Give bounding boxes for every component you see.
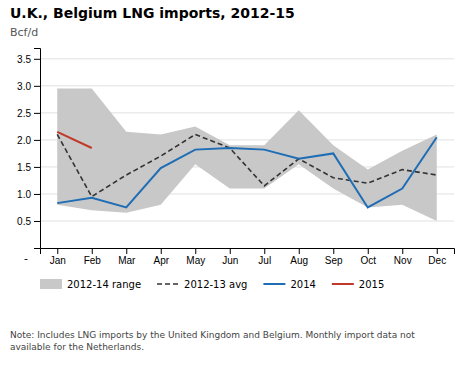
legend-swatch xyxy=(157,283,179,285)
x-tick-mark xyxy=(195,248,196,254)
y-tick: 1.5 xyxy=(17,162,40,173)
x-tick-label: Oct xyxy=(360,255,376,266)
y-tick-mark xyxy=(34,113,40,114)
x-tick-label: Jan xyxy=(50,255,66,266)
x-tick: Mar xyxy=(118,248,136,266)
grid xyxy=(40,59,454,221)
x-tick: Jun xyxy=(222,248,238,266)
x-tick: Apr xyxy=(153,248,169,266)
grid-line xyxy=(40,58,454,59)
x-tick: Jul xyxy=(258,248,271,266)
x-tick-label: Jul xyxy=(258,255,271,266)
y-tick-mark xyxy=(34,194,40,195)
marks xyxy=(57,89,437,221)
y-tick-mark xyxy=(34,167,40,168)
x-tick-mark xyxy=(264,248,265,254)
x-tick: Aug xyxy=(290,248,308,266)
x-tick-label: Sep xyxy=(325,255,343,266)
x-tick-mark xyxy=(402,248,403,254)
y-tick: 3.5 xyxy=(17,54,40,65)
x-tick-label: Mar xyxy=(118,255,136,266)
x-tick: May xyxy=(186,248,205,266)
chart: U.K., Belgium LNG imports, 2012-15 Bcf/d J… xyxy=(0,0,468,366)
x-tick: Feb xyxy=(84,248,102,266)
x-tick-mark xyxy=(57,248,58,254)
legend-item: 2012-14 range xyxy=(40,279,141,290)
y-tick: 1.0 xyxy=(17,189,40,200)
y-tick-label: 3.0 xyxy=(17,81,31,92)
x-tick-mark xyxy=(368,248,369,254)
legend-label: 2014 xyxy=(290,279,315,290)
range-area xyxy=(57,89,437,221)
x-tick-label: Aug xyxy=(290,255,308,266)
y-tick-label: 2.0 xyxy=(17,135,31,146)
x-tick: Sep xyxy=(325,248,343,266)
x-tick-mark xyxy=(161,248,162,254)
x-tick: Dec xyxy=(428,248,446,266)
annotation: - xyxy=(24,252,28,265)
x-tick-label: Jun xyxy=(222,255,238,266)
note: Note: Includes LNG imports by the United… xyxy=(10,330,415,352)
y-tick-mark xyxy=(34,86,40,87)
legend-swatch xyxy=(332,283,354,285)
plot: Jan Feb Mar Apr May Jun Jul Aug Sep Oct Nov Dec 0.5 1… xyxy=(17,49,454,267)
grid-line xyxy=(40,85,454,86)
y-tick-mark xyxy=(34,59,40,60)
y-axis-line xyxy=(34,49,41,249)
x-tick-mark xyxy=(437,248,438,254)
legend-label: 2015 xyxy=(359,279,384,290)
x-tick-label: Nov xyxy=(394,255,412,266)
x-tick-mark xyxy=(92,248,93,254)
series-line xyxy=(57,132,92,148)
legend-label: 2012-14 range xyxy=(67,279,141,290)
legend-item: 2015 xyxy=(332,279,384,290)
legend-item: 2012-13 avg xyxy=(157,279,247,290)
y-tick-label: 1.5 xyxy=(17,162,31,173)
legend-label: 2012-13 avg xyxy=(184,279,247,290)
y-tick-label: 0.5 xyxy=(17,216,31,227)
x-tick-mark xyxy=(230,248,231,254)
y-axis-label: Bcf/d xyxy=(10,26,38,39)
series-line xyxy=(57,134,437,196)
y-tick: 0.5 xyxy=(17,216,40,227)
x-tick-mark xyxy=(299,248,300,254)
legend-swatch xyxy=(263,283,285,285)
y-tick: 2.5 xyxy=(17,108,40,119)
x-tick-mark xyxy=(126,248,127,254)
y-tick: 3.0 xyxy=(17,81,40,92)
y-tick-label: 3.5 xyxy=(17,54,31,65)
series-line xyxy=(57,137,437,207)
x-axis-line xyxy=(41,249,455,255)
y-tick-mark xyxy=(34,221,40,222)
x-tick: Oct xyxy=(360,248,376,266)
y-tick-label: 1.0 xyxy=(17,189,31,200)
legend-item: 2014 xyxy=(263,279,315,290)
x-tick-label: May xyxy=(186,255,205,266)
y-tick-mark xyxy=(34,140,40,141)
y-tick-label: 2.5 xyxy=(17,108,31,119)
x-tick: Jan xyxy=(50,248,66,266)
y-axis: 0.5 1.0 1.5 2.0 2.5 3.0 3.5 xyxy=(17,49,40,249)
x-tick-label: Feb xyxy=(84,255,102,266)
title: U.K., Belgium LNG imports, 2012-15 xyxy=(10,5,295,21)
grid-line xyxy=(40,220,454,221)
legend: 2012-14 range 2012-13 avg 2014 2015 xyxy=(40,279,384,290)
legend-swatch xyxy=(40,279,62,289)
x-axis: Jan Feb Mar Apr May Jun Jul Aug Sep Oct Nov Dec xyxy=(41,248,455,266)
x-tick-label: Dec xyxy=(428,255,446,266)
x-tick-label: Apr xyxy=(153,255,169,266)
y-tick: 2.0 xyxy=(17,135,40,146)
x-tick-mark xyxy=(333,248,334,254)
x-tick: Nov xyxy=(394,248,412,266)
